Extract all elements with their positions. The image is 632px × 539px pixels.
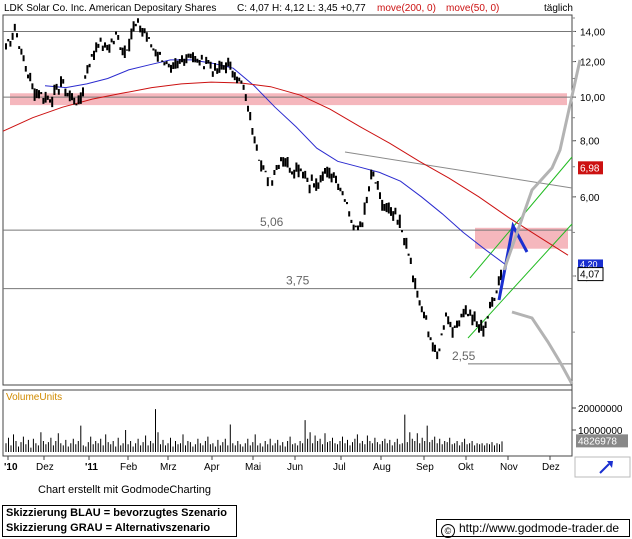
period-label: täglich xyxy=(544,3,573,14)
price-tick-label: 8,00 xyxy=(580,137,600,148)
ma200-value-text: 6,98 xyxy=(580,163,600,174)
price-tick-label: 12,00 xyxy=(580,58,605,69)
scenario-legend: Skizzierung BLAU = bevorzugtes Szenario … xyxy=(2,505,237,537)
ma200-line xyxy=(2,81,569,256)
volume-last-text: 4826978 xyxy=(578,436,617,447)
price-bars xyxy=(5,18,502,360)
alternative-scenario-sketch xyxy=(511,310,574,385)
ma200-value-tag xyxy=(578,161,603,175)
month-label: '11 xyxy=(85,462,98,473)
month-label: Mai xyxy=(245,462,261,473)
instrument-title: LDK Solar Co. Inc. American Depositary S… xyxy=(4,3,216,14)
alternative-scenario-sketch xyxy=(502,59,582,271)
month-label: Okt xyxy=(458,462,474,473)
copyright-icon: © xyxy=(441,524,455,538)
month-label: Dez xyxy=(542,462,560,473)
ma50-value-tag xyxy=(578,259,603,268)
resistance-zone xyxy=(475,227,568,249)
volume-tick-label: 20000000 xyxy=(578,404,623,415)
month-label: Jun xyxy=(287,462,303,473)
trend-arrow-icon xyxy=(574,456,631,478)
volume-label: VolumeUnits xyxy=(6,392,62,403)
last-price-text: 4,07 xyxy=(580,270,600,281)
month-label: Mrz xyxy=(160,462,177,473)
price-tick-label: 10,00 xyxy=(580,93,605,104)
ma200-legend: move(200, 0) xyxy=(377,3,436,14)
price-tick-label: 6,00 xyxy=(580,193,600,204)
legend-grey-text: Skizzierung GRAU = Alternativszenario xyxy=(6,522,211,534)
month-label: Aug xyxy=(373,462,391,473)
month-label: '10 xyxy=(4,462,18,473)
chart-credit: Chart erstellt mit GodmodeCharting xyxy=(38,484,212,496)
volume-tick-label: 10000000 xyxy=(578,426,623,437)
month-label: Apr xyxy=(204,462,220,473)
month-label: Dez xyxy=(36,462,54,473)
channel-lower-line xyxy=(467,223,573,339)
month-label: Feb xyxy=(120,462,138,473)
website-url[interactable]: http://www.godmode-trader.de xyxy=(459,521,620,535)
preferred-scenario-sketch xyxy=(497,221,529,301)
month-label: Nov xyxy=(500,462,518,473)
ma50-value-text: 4,20 xyxy=(580,259,598,269)
volume-bars xyxy=(5,409,503,452)
website-link[interactable]: © http://www.godmode-trader.de xyxy=(436,519,630,538)
volume-last-tag xyxy=(576,434,628,448)
quote-text: C: 4,07 H: 4,12 L: 3,45 +0,77 xyxy=(237,3,366,14)
legend-blue-text: Skizzierung BLAU = bevorzugtes Szenario xyxy=(6,507,227,519)
ma50-legend: move(50, 0) xyxy=(446,3,499,14)
level-label: 3,75 xyxy=(286,274,310,288)
price-tick-label: 14,00 xyxy=(580,27,605,38)
month-label: Jul xyxy=(333,462,346,473)
last-price-tag xyxy=(577,267,604,282)
level-label: 2,55 xyxy=(452,349,476,363)
level-label: 5,06 xyxy=(260,215,284,229)
month-label: Sep xyxy=(416,462,434,473)
ma50-line xyxy=(44,59,506,265)
resistance-zone xyxy=(10,93,567,106)
